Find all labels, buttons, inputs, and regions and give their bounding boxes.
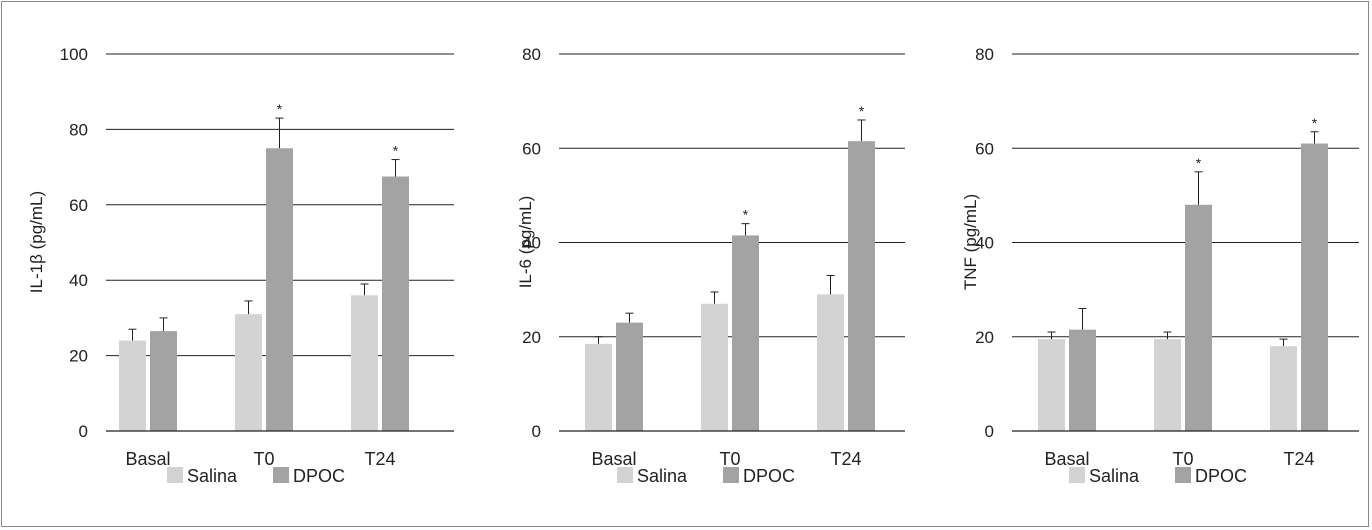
y-tick-label: 0 [985,422,994,441]
legend-label-dpoc: DPOC [743,466,795,486]
bar-salina-t0 [235,314,262,431]
bar-salina-t0 [701,303,728,431]
significance-star: * [859,103,865,119]
y-tick-label: 20 [69,347,88,366]
y-axis-label: TNF (pg/mL) [961,194,980,290]
y-tick-label: 60 [69,196,88,215]
significance-star: * [277,101,283,117]
y-tick-label: 40 [522,234,541,253]
bar-salina-basal [119,340,146,431]
bar-dpoc-t0 [1185,204,1212,431]
legend-label-salina: Salina [1089,466,1140,486]
chart-panel-1: 0 20 40 60 80 100 IL-1β (pg/mL) Basal * T0 * T24 Sal… [27,45,454,486]
x-category-label: Basal [591,449,636,469]
y-tick-label: 20 [522,328,541,347]
chart-panel-2: 0 20 40 60 80 IL-6 (pg/mL) Basal * T0 * T24 Salina D… [516,45,905,486]
x-category-label: Basal [125,449,170,469]
y-axis-label: IL-6 (pg/mL) [516,196,535,289]
bar-salina-t24 [351,295,378,431]
legend-swatch-salina [167,467,183,483]
legend-swatch-dpoc [273,467,289,483]
bar-dpoc-basal [150,331,177,431]
significance-star: * [393,143,399,159]
y-axis-label: IL-1β (pg/mL) [27,191,46,293]
x-category-label: T0 [253,449,274,469]
legend: Salina DPOC [1069,466,1247,486]
bar-dpoc-basal [616,322,643,431]
bar-salina-basal [585,343,612,431]
y-tick-label: 80 [69,120,88,139]
bar-dpoc-t24 [382,176,409,431]
y-tick-label: 100 [60,45,88,64]
bar-dpoc-t24 [848,141,875,431]
y-tick-label: 0 [532,422,541,441]
chart-panel-3: 0 20 40 60 80 TNF (pg/mL) Basal * T0 * T24 Salina DP… [961,45,1359,486]
significance-star: * [743,207,749,223]
bar-dpoc-t24 [1301,143,1328,431]
legend: Salina DPOC [167,466,345,486]
y-tick-label: 60 [522,139,541,158]
legend-label-salina: Salina [637,466,688,486]
x-category-label: T24 [364,449,395,469]
y-tick-label: 0 [79,422,88,441]
legend-swatch-dpoc [723,467,739,483]
x-category-label: T24 [1283,449,1314,469]
bar-dpoc-t0 [266,148,293,431]
x-category-label: T0 [1172,449,1193,469]
y-tick-label: 80 [975,45,994,64]
y-tick-label: 40 [975,234,994,253]
legend-swatch-dpoc [1175,467,1191,483]
legend-swatch-salina [1069,467,1085,483]
bar-dpoc-basal [1069,329,1096,431]
x-category-label: T24 [830,449,861,469]
y-tick-label: 60 [975,139,994,158]
significance-star: * [1312,115,1318,131]
x-category-label: Basal [1044,449,1089,469]
bar-dpoc-t0 [732,235,759,431]
legend: Salina DPOC [617,466,795,486]
y-tick-label: 20 [975,328,994,347]
legend-label-dpoc: DPOC [293,466,345,486]
legend-swatch-salina [617,467,633,483]
y-tick-label: 80 [522,45,541,64]
bar-salina-t24 [817,294,844,431]
bar-salina-t24 [1270,346,1297,431]
significance-star: * [1196,155,1202,171]
x-category-label: T0 [719,449,740,469]
y-tick-label: 40 [69,271,88,290]
legend-label-dpoc: DPOC [1195,466,1247,486]
bar-salina-t0 [1154,339,1181,431]
legend-label-salina: Salina [187,466,238,486]
bar-salina-basal [1038,339,1065,431]
